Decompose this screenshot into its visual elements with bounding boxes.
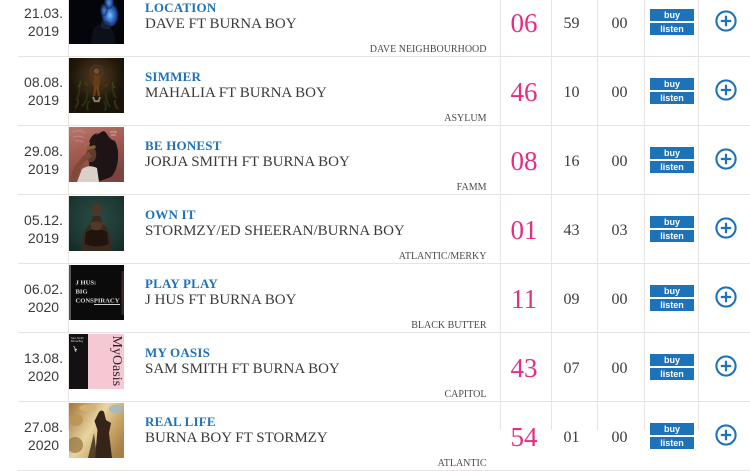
svg-text:Burna Boy: Burna Boy (71, 339, 84, 343)
svg-text:J HUS:: J HUS: (76, 280, 97, 287)
svg-text:BIG: BIG (76, 289, 88, 296)
svg-text:CONSPIRACY: CONSPIRACY (76, 298, 120, 305)
svg-text:MyOasis: MyOasis (109, 336, 124, 387)
svg-text:Sam Smith: Sam Smith (71, 336, 84, 340)
